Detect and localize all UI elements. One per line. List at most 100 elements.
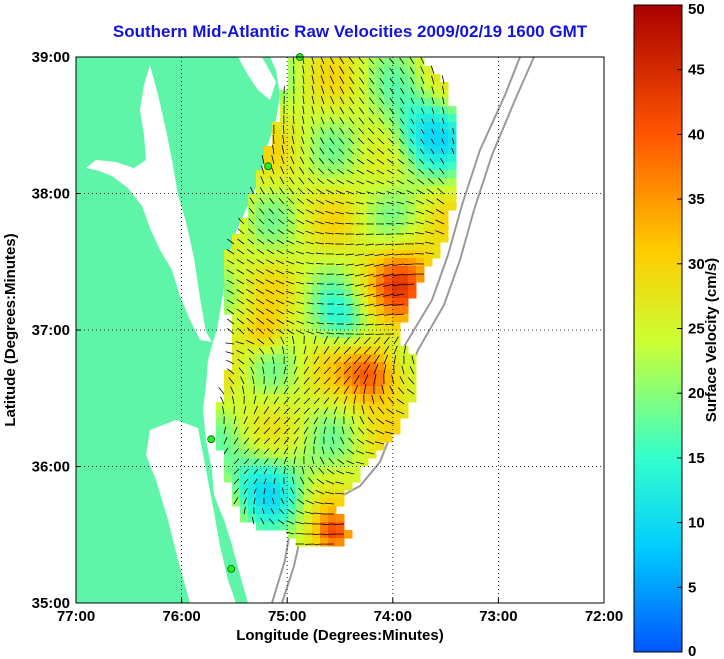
velocity-arrow — [348, 137, 355, 145]
velocity-arrow — [396, 180, 405, 185]
colorbar-tick-label: 25 — [688, 321, 705, 338]
velocity-cell — [272, 258, 281, 267]
velocity-cell — [304, 74, 313, 83]
velocity-arrow — [392, 283, 405, 287]
velocity-arrow — [270, 176, 275, 185]
velocity-cell — [232, 330, 241, 339]
velocity-cell — [288, 58, 297, 67]
velocity-cell — [376, 370, 385, 379]
velocity-cell — [368, 130, 377, 139]
velocity-cell — [288, 202, 297, 211]
velocity-cell — [360, 226, 369, 235]
velocity-arrow — [417, 178, 425, 185]
velocity-cell — [344, 130, 353, 139]
velocity-arrow — [325, 200, 335, 205]
velocity-cell — [360, 122, 369, 131]
velocity-cell — [320, 130, 329, 139]
velocity-arrow — [276, 239, 285, 245]
velocity-arrow — [292, 125, 295, 135]
velocity-arrow — [403, 273, 415, 276]
velocity-cell — [272, 490, 281, 499]
velocity-cell — [320, 186, 329, 195]
velocity-arrow — [270, 508, 275, 515]
velocity-arrow — [310, 136, 315, 145]
velocity-cell — [400, 402, 409, 411]
velocity-arrow — [333, 523, 345, 525]
velocity-arrow — [293, 417, 300, 425]
velocity-arrow — [451, 137, 455, 145]
velocity-cell — [304, 98, 313, 107]
velocity-cell — [304, 274, 313, 283]
velocity-cell — [424, 98, 433, 107]
velocity-cell — [320, 74, 329, 83]
velocity-arrow — [286, 310, 295, 315]
velocity-arrow — [315, 242, 325, 245]
velocity-cell — [392, 386, 401, 395]
velocity-cell — [336, 258, 345, 267]
velocity-cell — [304, 314, 313, 323]
velocity-cell — [328, 378, 337, 387]
velocity-arrow — [356, 201, 365, 205]
velocity-cell — [224, 426, 233, 435]
velocity-cell — [320, 298, 329, 307]
velocity-arrow — [280, 336, 285, 345]
velocity-cell — [360, 418, 369, 427]
velocity-cell — [232, 362, 241, 371]
velocity-arrow — [305, 220, 315, 225]
velocity-cell — [352, 346, 361, 355]
velocity-cell — [336, 170, 345, 179]
velocity-arrow — [364, 253, 375, 257]
velocity-arrow — [279, 187, 285, 195]
velocity-arrow — [218, 387, 225, 395]
velocity-cell — [296, 298, 305, 307]
velocity-arrow — [280, 155, 285, 165]
velocity-cell — [320, 386, 329, 395]
velocity-cell — [272, 394, 281, 403]
velocity-cell — [376, 266, 385, 275]
velocity-arrow — [399, 118, 405, 125]
velocity-cell — [352, 402, 361, 411]
velocity-cell — [368, 146, 377, 155]
velocity-cell — [344, 266, 353, 275]
velocity-arrow — [345, 263, 355, 266]
velocity-cell — [400, 122, 409, 131]
velocity-cell — [352, 162, 361, 171]
velocity-cell — [296, 242, 305, 251]
velocity-cell — [280, 490, 289, 499]
velocity-arrow — [374, 441, 385, 445]
velocity-cell — [320, 338, 329, 347]
velocity-cell — [440, 106, 449, 115]
velocity-cell — [288, 90, 297, 99]
velocity-arrow — [397, 158, 405, 165]
velocity-cell — [344, 90, 353, 99]
velocity-cell — [256, 466, 265, 475]
velocity-arrow — [302, 85, 305, 95]
velocity-arrow — [236, 308, 245, 315]
velocity-arrow — [319, 147, 325, 155]
velocity-arrow — [356, 191, 365, 195]
velocity-cell — [288, 418, 297, 427]
velocity-arrow — [356, 438, 365, 445]
velocity-cell — [328, 186, 337, 195]
velocity-cell — [280, 434, 289, 443]
velocity-cell — [384, 186, 393, 195]
velocity-cell — [360, 82, 369, 91]
velocity-cell — [304, 330, 313, 339]
velocity-cell — [280, 122, 289, 131]
velocity-cell — [248, 362, 257, 371]
velocity-cell — [416, 266, 425, 275]
velocity-cell — [240, 322, 249, 331]
velocity-arrow — [243, 426, 249, 435]
velocity-cell — [272, 226, 281, 235]
velocity-arrow — [290, 156, 295, 165]
velocity-cell — [392, 370, 401, 379]
velocity-cell — [296, 402, 305, 411]
velocity-cell — [392, 378, 401, 387]
velocity-cell — [280, 426, 289, 435]
velocity-cell — [264, 226, 273, 235]
velocity-arrow — [273, 406, 280, 415]
velocity-cell — [312, 514, 321, 523]
velocity-arrow — [356, 158, 365, 165]
velocity-cell — [304, 234, 313, 243]
velocity-cell — [320, 410, 329, 419]
